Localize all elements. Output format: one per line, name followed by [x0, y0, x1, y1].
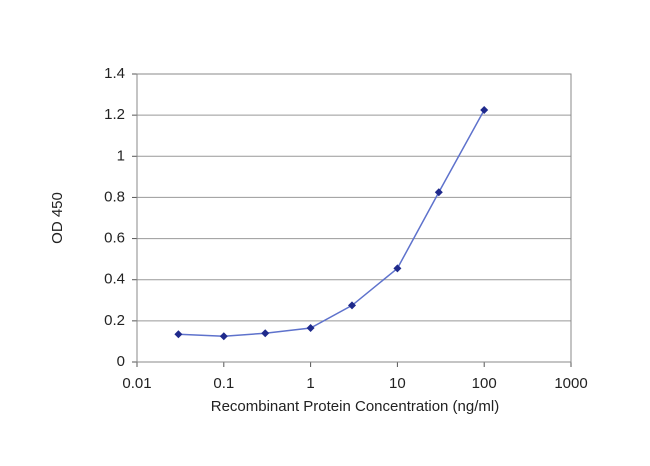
x-tick-label: 1000: [554, 375, 587, 392]
data-line: [178, 109, 485, 338]
x-tick-label: 1: [306, 375, 314, 392]
y-tick-label: 0.8: [104, 188, 125, 205]
y-axis-label: OD 450: [49, 192, 66, 244]
x-tick-label: 10: [389, 375, 406, 392]
y-tick-label: 0.4: [104, 271, 125, 288]
data-point: [480, 106, 489, 114]
data-point: [261, 329, 270, 338]
y-tick-label: 0.6: [104, 230, 125, 247]
data-point: [306, 324, 315, 333]
y-tick-label: 0.2: [104, 312, 125, 329]
x-tick-label: 0.1: [213, 375, 234, 392]
data-point: [174, 330, 183, 339]
x-tick-label: 100: [472, 375, 497, 392]
y-tick-label: 1.4: [104, 65, 125, 82]
x-axis-label: Recombinant Protein Concentration (ng/ml…: [211, 398, 499, 415]
data-point: [219, 332, 228, 341]
y-tick-label: 1: [117, 147, 125, 164]
y-tick-label: 0: [117, 353, 125, 370]
data-point: [434, 188, 443, 197]
data-point: [393, 264, 402, 273]
plot-frame: [136, 73, 572, 363]
x-tick-label: 0.01: [122, 375, 151, 392]
data-point: [348, 301, 357, 310]
y-tick-label: 1.2: [104, 106, 125, 123]
